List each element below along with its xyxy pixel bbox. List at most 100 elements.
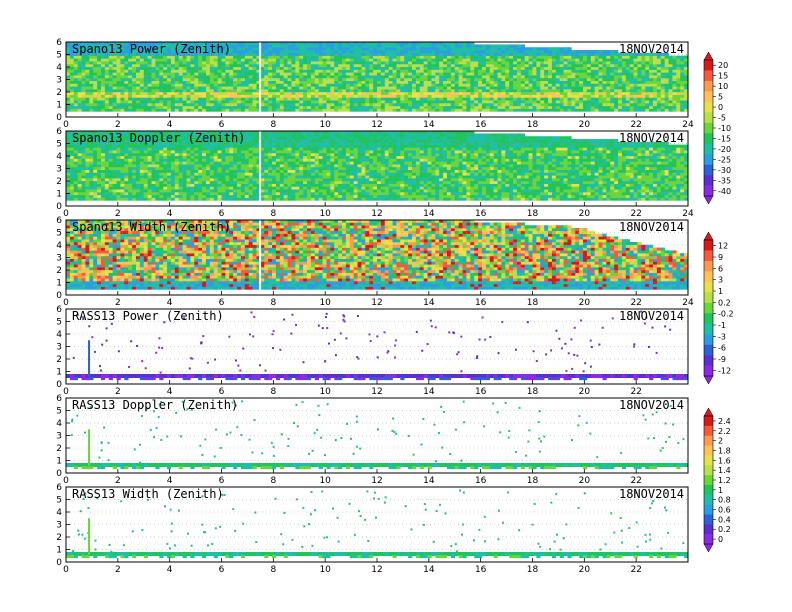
colorbar-label: 2.4 xyxy=(718,417,731,426)
colorbar-label: 2 xyxy=(718,437,723,446)
x-tick-label: 10 xyxy=(319,565,331,575)
x-tick-label: 14 xyxy=(423,120,435,130)
colorbar-swatch xyxy=(704,475,713,486)
x-tick-label: 2 xyxy=(115,565,121,575)
colorbar-label: 1.8 xyxy=(718,446,731,455)
y-tick-label: 1 xyxy=(56,101,62,111)
x-tick-label: 20 xyxy=(579,209,591,219)
x-tick-label: 22 xyxy=(630,120,641,130)
colorbar-swatch xyxy=(704,534,713,545)
x-tick-label: 0 xyxy=(63,387,69,397)
colorbar-label: 10 xyxy=(718,82,728,91)
y-tick-label: 2 xyxy=(56,533,62,543)
colorbar-label: 0.8 xyxy=(718,496,731,505)
colorbar-swatch xyxy=(704,70,713,82)
colorbar-label: 1.4 xyxy=(718,466,731,475)
y-tick-label: 0 xyxy=(56,380,62,390)
x-tick-label: 0 xyxy=(63,476,69,486)
x-tick-label: 16 xyxy=(475,387,487,397)
x-tick-label: 12 xyxy=(371,387,382,397)
panel-title: RASS13 Doppler (Zenith) xyxy=(72,398,238,412)
x-tick-label: 2 xyxy=(115,209,121,219)
x-tick-label: 2 xyxy=(115,476,121,486)
y-tick-label: 3 xyxy=(56,254,62,264)
colorbar-label: 2.2 xyxy=(718,427,731,436)
y-tick-label: 5 xyxy=(56,318,62,328)
colorbar-label: 0.6 xyxy=(718,506,731,515)
x-tick-label: 16 xyxy=(475,120,487,130)
colorbar-swatch xyxy=(704,143,713,155)
y-tick-label: 5 xyxy=(56,407,62,417)
x-tick-label: 6 xyxy=(219,387,225,397)
x-tick-label: 20 xyxy=(579,387,591,397)
x-tick-label: 10 xyxy=(319,476,331,486)
x-tick-label: 2 xyxy=(115,120,121,130)
x-tick-label: 6 xyxy=(219,209,225,219)
x-tick-label: 4 xyxy=(167,565,173,575)
colorbar-swatch xyxy=(704,334,713,345)
y-tick-label: 0 xyxy=(56,291,62,301)
colorbar-swatch xyxy=(704,455,713,466)
y-tick-label: 4 xyxy=(56,419,62,429)
panel-title: RASS13 Power (Zenith) xyxy=(72,309,224,323)
colorbar-swatch xyxy=(704,494,713,505)
y-tick-label: 6 xyxy=(56,305,62,315)
x-tick-label: 24 xyxy=(682,120,694,130)
colorbar-label: 0.2 xyxy=(718,298,731,307)
colorbar-label: -25 xyxy=(718,155,731,164)
x-tick-label: 18 xyxy=(527,209,539,219)
x-tick-label: 0 xyxy=(63,209,69,219)
x-tick-label: 10 xyxy=(319,387,331,397)
x-tick-label: 20 xyxy=(579,476,591,486)
colorbar-label: 6 xyxy=(718,264,723,273)
x-tick-label: 8 xyxy=(270,120,276,130)
colorbar-swatch xyxy=(704,175,713,186)
x-tick-label: 12 xyxy=(371,120,382,130)
y-tick-label: 6 xyxy=(56,394,62,404)
x-tick-label: 6 xyxy=(219,120,225,130)
y-tick-label: 5 xyxy=(56,496,62,506)
colorbar-swatch xyxy=(704,281,713,293)
x-tick-label: 16 xyxy=(475,209,487,219)
y-tick-label: 0 xyxy=(56,202,62,212)
colorbar-swatch xyxy=(704,154,713,165)
x-tick-label: 4 xyxy=(167,120,173,130)
colorbar-swatch xyxy=(704,101,713,113)
x-tick-label: 10 xyxy=(319,298,331,308)
x-tick-label: 24 xyxy=(682,298,694,308)
colorbar-swatch xyxy=(704,313,713,324)
colorbar-swatch xyxy=(704,465,713,476)
x-tick-label: 0 xyxy=(63,120,69,130)
y-tick-label: 1 xyxy=(56,368,62,378)
x-tick-label: 18 xyxy=(527,120,539,130)
x-tick-label: 20 xyxy=(579,120,591,130)
colorbar-swatch xyxy=(704,112,713,124)
x-tick-label: 22 xyxy=(630,387,641,397)
x-tick-label: 18 xyxy=(527,476,539,486)
y-tick-label: 0 xyxy=(56,469,62,479)
colorbar-swatch xyxy=(704,122,713,134)
colorbar-label: -10 xyxy=(718,124,731,133)
x-tick-label: 14 xyxy=(423,387,435,397)
y-tick-label: 3 xyxy=(56,432,62,442)
x-tick-label: 12 xyxy=(371,209,382,219)
x-tick-label: 16 xyxy=(475,298,487,308)
colorbar-label: -3 xyxy=(718,332,726,341)
panel-title: RASS13 Width (Zenith) xyxy=(72,487,224,501)
colorbar-label: -9 xyxy=(718,355,726,364)
y-tick-label: 1 xyxy=(56,279,62,289)
colorbar-swatch xyxy=(704,445,713,456)
colorbar-swatch xyxy=(704,164,713,176)
panel-date: 18NOV2014 xyxy=(619,220,684,234)
colorbar-swatch xyxy=(704,435,713,446)
heatmap-field xyxy=(66,310,688,381)
colorbar-label: 1 xyxy=(718,486,723,495)
colorbar-label: -5 xyxy=(718,114,726,123)
x-tick-label: 2 xyxy=(115,298,121,308)
x-tick-label: 20 xyxy=(579,565,591,575)
x-tick-label: 6 xyxy=(219,476,225,486)
y-tick-label: 4 xyxy=(56,152,62,162)
